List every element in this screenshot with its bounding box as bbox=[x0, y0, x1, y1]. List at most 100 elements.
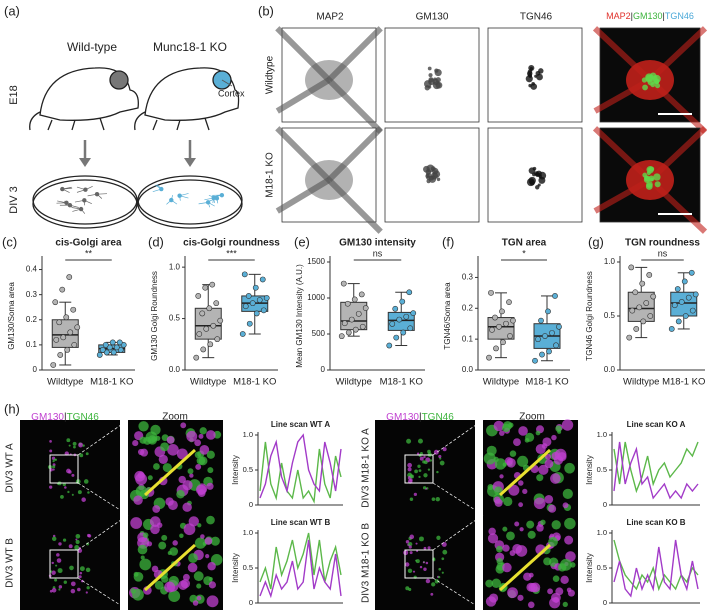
separator: | bbox=[64, 412, 67, 423]
signal bbox=[75, 538, 78, 541]
zoom-label: Zoom bbox=[519, 412, 545, 423]
zoom-guide bbox=[77, 514, 129, 551]
neurite bbox=[96, 193, 103, 199]
signal bbox=[431, 582, 436, 587]
neurite bbox=[76, 189, 86, 193]
signal bbox=[431, 497, 436, 501]
golgi bbox=[654, 80, 658, 85]
golgi bbox=[652, 75, 658, 81]
point bbox=[675, 318, 682, 325]
point bbox=[217, 317, 224, 324]
signal bbox=[52, 534, 56, 538]
mouse-ko-legs bbox=[134, 111, 210, 131]
point bbox=[344, 300, 351, 307]
point bbox=[253, 310, 260, 317]
signal bbox=[430, 592, 434, 596]
point bbox=[352, 326, 359, 333]
signal bbox=[564, 517, 576, 530]
x-tick-label: M18-1 KO bbox=[90, 377, 133, 388]
golgi bbox=[530, 83, 538, 90]
point bbox=[545, 308, 551, 315]
golgi bbox=[535, 185, 540, 190]
signal bbox=[548, 504, 557, 513]
signal bbox=[147, 475, 153, 481]
signal bbox=[51, 570, 56, 575]
signal bbox=[541, 443, 548, 449]
signal bbox=[407, 467, 412, 472]
y-tick-label: 0 bbox=[249, 500, 253, 509]
signal bbox=[196, 595, 202, 601]
signal bbox=[167, 444, 179, 456]
signal bbox=[71, 473, 75, 477]
significance: ns bbox=[658, 248, 668, 258]
golgi bbox=[430, 166, 436, 172]
signal bbox=[180, 422, 187, 429]
signal bbox=[502, 526, 508, 532]
micrograph bbox=[375, 420, 475, 515]
signal bbox=[409, 534, 415, 540]
signal bbox=[82, 444, 85, 447]
signal bbox=[554, 448, 567, 461]
point bbox=[193, 354, 200, 361]
point bbox=[682, 313, 689, 319]
signal bbox=[562, 601, 568, 607]
y-tick-label: 0.5 bbox=[597, 465, 607, 474]
scan-line bbox=[613, 539, 699, 592]
signal bbox=[506, 531, 515, 541]
signal bbox=[51, 587, 57, 593]
golgi bbox=[654, 83, 661, 89]
signal bbox=[60, 495, 64, 499]
signal bbox=[154, 580, 164, 590]
point bbox=[689, 307, 696, 314]
signal bbox=[79, 571, 83, 575]
panel-label: (e) bbox=[294, 234, 310, 249]
signal bbox=[204, 537, 213, 545]
point bbox=[199, 310, 206, 317]
point bbox=[542, 333, 548, 339]
signal bbox=[188, 553, 198, 563]
y-tick-label: 0.0 bbox=[604, 365, 616, 374]
signal bbox=[551, 434, 557, 441]
chart-title: GM130 intensity bbox=[339, 238, 416, 249]
signal bbox=[509, 450, 517, 457]
point bbox=[632, 289, 639, 296]
point bbox=[241, 271, 248, 278]
signal bbox=[69, 565, 74, 571]
signal bbox=[168, 590, 181, 603]
point bbox=[351, 296, 358, 303]
signal bbox=[206, 515, 215, 525]
panel-label: (a) bbox=[4, 3, 20, 18]
dendrite bbox=[647, 177, 708, 234]
point bbox=[53, 336, 60, 343]
neurite bbox=[80, 208, 86, 214]
signal bbox=[544, 495, 554, 504]
dendrite bbox=[326, 26, 383, 83]
signal bbox=[49, 570, 53, 573]
signal bbox=[496, 545, 503, 553]
point bbox=[546, 348, 552, 355]
point bbox=[340, 280, 347, 287]
point bbox=[56, 319, 63, 326]
arrow-head bbox=[79, 158, 91, 167]
signal bbox=[182, 480, 193, 491]
signal bbox=[441, 571, 444, 574]
signal bbox=[200, 534, 205, 539]
golgi bbox=[424, 80, 432, 88]
point bbox=[674, 286, 681, 292]
arrow-head bbox=[184, 158, 196, 167]
golgi bbox=[434, 69, 442, 77]
point bbox=[486, 354, 492, 361]
x-tick-label: M18-1 KO bbox=[380, 377, 423, 388]
signal bbox=[544, 459, 554, 469]
y-axis-label: TGN46 Golgi Roundness bbox=[585, 271, 594, 360]
golgi bbox=[650, 81, 656, 88]
signal bbox=[494, 458, 507, 470]
signal bbox=[493, 420, 505, 432]
signal bbox=[405, 586, 410, 591]
signal bbox=[560, 575, 569, 585]
point bbox=[345, 329, 352, 336]
signal bbox=[514, 521, 520, 527]
signal bbox=[195, 463, 202, 470]
signal bbox=[555, 587, 564, 596]
signal bbox=[417, 438, 423, 444]
